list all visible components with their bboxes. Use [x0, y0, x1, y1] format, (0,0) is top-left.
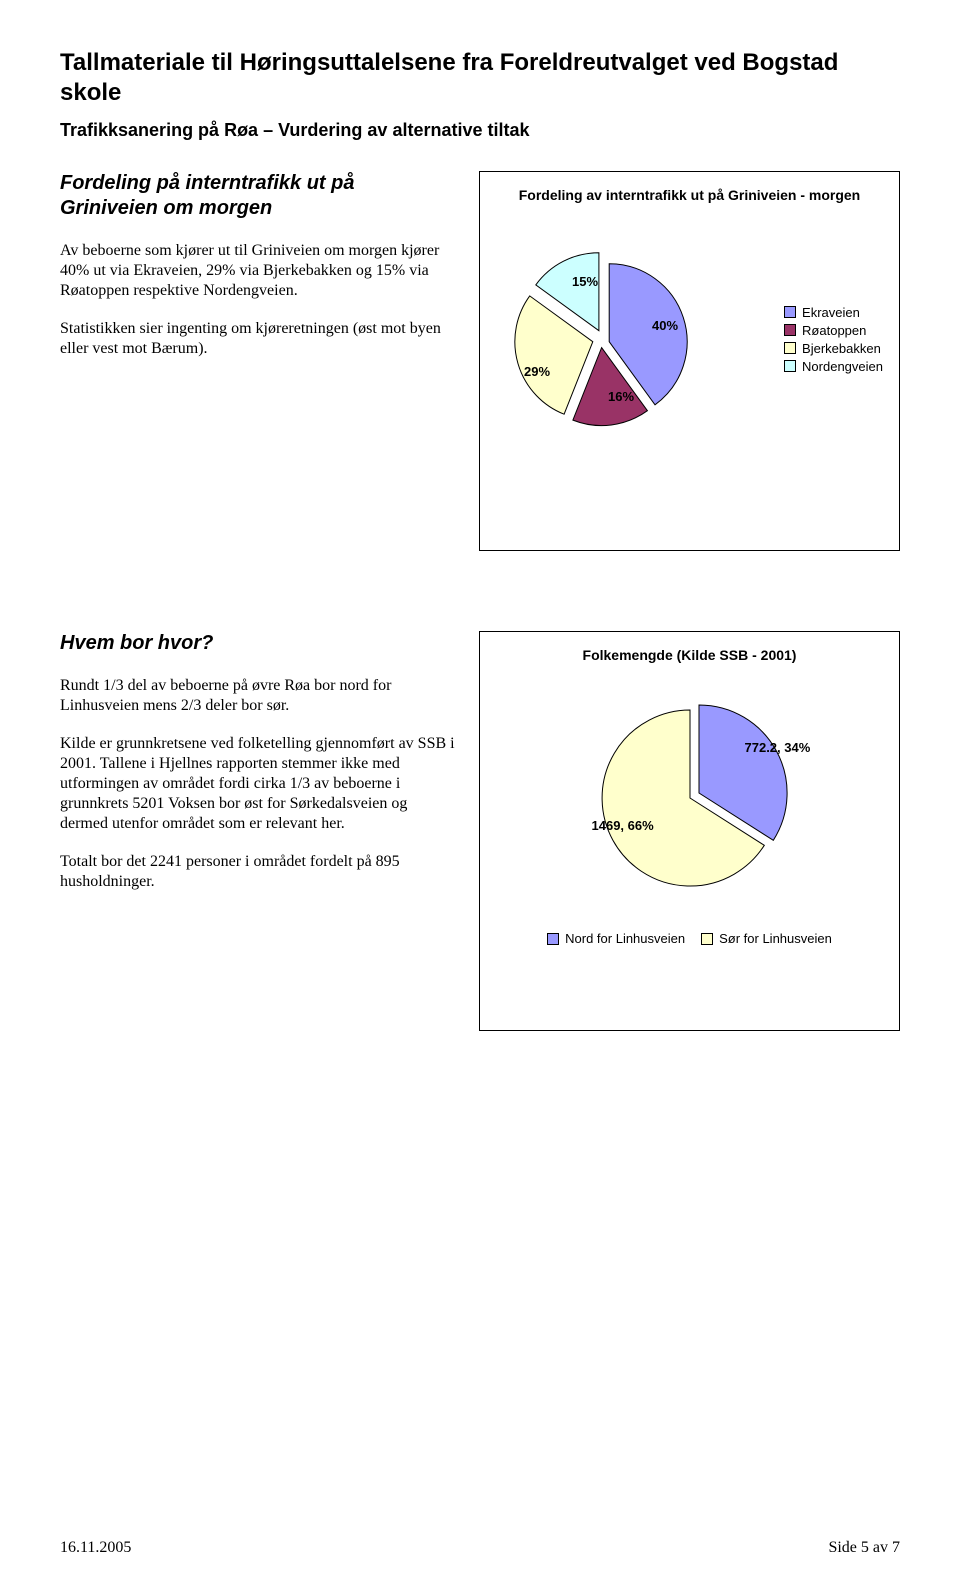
paragraph: Totalt bor det 2241 personer i området f… [60, 852, 455, 892]
legend-item: Ekraveien [784, 305, 883, 320]
slice-label-16: 16% [608, 389, 634, 404]
slice-label-34: 772.2, 34% [745, 740, 811, 755]
slice-label-66: 1469, 66% [592, 818, 654, 833]
legend-swatch [784, 306, 796, 318]
chart-legend: Ekraveien Røatoppen Bjerkebakken Nordeng… [784, 302, 883, 377]
legend-item: Nordengveien [784, 359, 883, 374]
legend-label: Sør for Linhusveien [719, 931, 832, 946]
chart-interntrafikk: Fordeling av interntrafikk ut på Grinive… [479, 171, 900, 551]
legend-label: Røatoppen [802, 323, 866, 338]
slice-label-15: 15% [572, 274, 598, 289]
pie-chart: 772.2, 34% 1469, 66% [550, 688, 830, 908]
page-footer: 16.11.2005 Side 5 av 7 [60, 1539, 900, 1557]
pie-svg [550, 688, 830, 908]
legend-item: Bjerkebakken [784, 341, 883, 356]
document-subtitle: Trafikksanering på Røa – Vurdering av al… [60, 120, 900, 141]
chart-folkemengde: Folkemengde (Kilde SSB - 2001) 772.2, 34… [479, 631, 900, 1031]
legend-label: Bjerkebakken [802, 341, 881, 356]
document-title: Tallmateriale til Høringsuttalelsene fra… [60, 48, 900, 108]
chart-body: 40% 16% 29% 15% Ekraveien Røatoppen Bjer… [490, 234, 889, 444]
paragraph: Kilde er grunnkretsene ved folketelling … [60, 734, 455, 834]
chart-title: Folkemengde (Kilde SSB - 2001) [490, 646, 889, 664]
section-heading: Hvem bor hvor? [60, 631, 455, 656]
slice-label-29: 29% [524, 364, 550, 379]
footer-date: 16.11.2005 [60, 1539, 131, 1557]
paragraph: Av beboerne som kjører ut til Griniveien… [60, 241, 455, 301]
slice-label-40: 40% [652, 318, 678, 333]
legend-label: Nordengveien [802, 359, 883, 374]
chart-body: 772.2, 34% 1469, 66% Nord for Linhusveie… [490, 664, 889, 949]
legend-swatch [547, 933, 559, 945]
chart-legend: Nord for Linhusveien Sør for Linhusveien [522, 928, 857, 949]
legend-item: Sør for Linhusveien [701, 931, 832, 946]
legend-swatch [784, 360, 796, 372]
legend-swatch [701, 933, 713, 945]
legend-swatch [784, 342, 796, 354]
section-interntrafikk: Fordeling på interntrafikk ut på Grinive… [60, 171, 900, 551]
chart-title: Fordeling av interntrafikk ut på Grinive… [490, 186, 889, 204]
legend-swatch [784, 324, 796, 336]
text-column: Hvem bor hvor? Rundt 1/3 del av beboerne… [60, 631, 455, 1031]
legend-item: Nord for Linhusveien [547, 931, 685, 946]
text-column: Fordeling på interntrafikk ut på Grinive… [60, 171, 455, 551]
legend-label: Ekraveien [802, 305, 860, 320]
paragraph: Rundt 1/3 del av beboerne på øvre Røa bo… [60, 676, 455, 716]
section-heading: Fordeling på interntrafikk ut på Grinive… [60, 171, 455, 221]
legend-item: Røatoppen [784, 323, 883, 338]
pie-chart: 40% 16% 29% 15% [496, 234, 706, 444]
pie-svg [496, 234, 706, 444]
footer-page: Side 5 av 7 [828, 1539, 900, 1557]
legend-label: Nord for Linhusveien [565, 931, 685, 946]
paragraph: Statistikken sier ingenting om kjøreretn… [60, 319, 455, 359]
section-hvem-bor-hvor: Hvem bor hvor? Rundt 1/3 del av beboerne… [60, 631, 900, 1031]
